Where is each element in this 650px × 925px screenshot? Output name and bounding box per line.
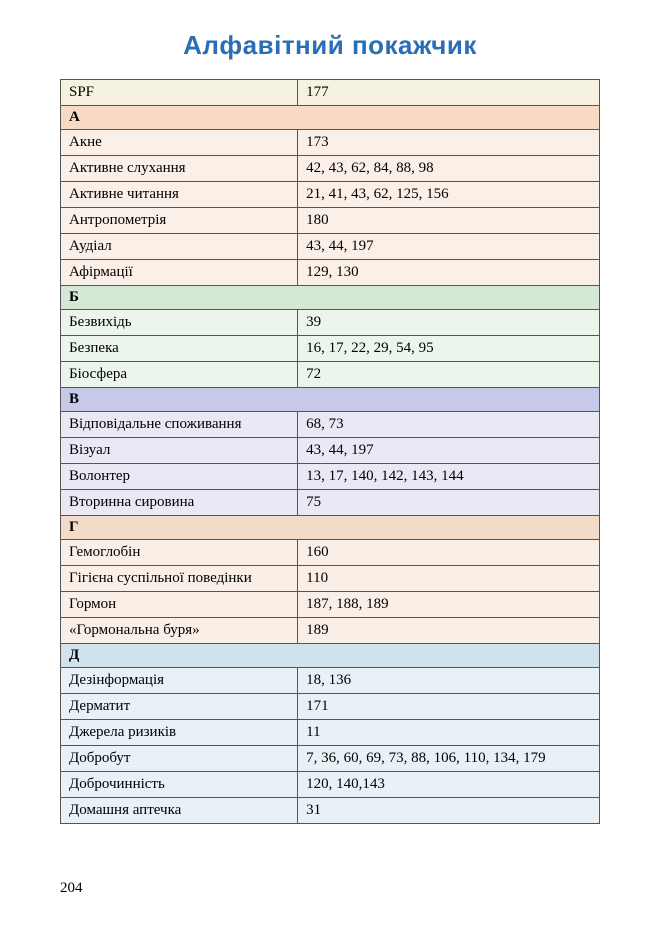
index-pages: 7, 36, 60, 69, 73, 88, 106, 110, 134, 17… [298,746,600,772]
section-letter: А [61,106,600,130]
index-pages: 75 [298,490,600,516]
table-row: «Гормональна буря»189 [61,618,600,644]
table-row: Волонтер13, 17, 140, 142, 143, 144 [61,464,600,490]
index-pages: 187, 188, 189 [298,592,600,618]
index-term: Доброчинність [61,772,298,798]
table-row: Доброчинність120, 140,143 [61,772,600,798]
index-term: Аудіал [61,234,298,260]
table-row: Гемоглобін160 [61,540,600,566]
index-term: Добробут [61,746,298,772]
index-term: Гормон [61,592,298,618]
table-row: Вторинна сировина75 [61,490,600,516]
index-pages: 13, 17, 140, 142, 143, 144 [298,464,600,490]
index-pages: 11 [298,720,600,746]
index-pages: 129, 130 [298,260,600,286]
section-header-row: В [61,388,600,412]
index-pages: 72 [298,362,600,388]
index-term: Домашня аптечка [61,798,298,824]
section-header-row: Б [61,286,600,310]
table-row: Безвихідь39 [61,310,600,336]
table-row: Дезінформація18, 136 [61,668,600,694]
index-term: Дерматит [61,694,298,720]
section-header-row: А [61,106,600,130]
table-row: Активне слухання42, 43, 62, 84, 88, 98 [61,156,600,182]
table-row: Безпека16, 17, 22, 29, 54, 95 [61,336,600,362]
table-row: Антропометрія180 [61,208,600,234]
table-row: Джерела ризиків11 [61,720,600,746]
index-term: Афірмації [61,260,298,286]
index-term: Активне слухання [61,156,298,182]
index-pages: 171 [298,694,600,720]
index-pages: 110 [298,566,600,592]
index-term: Волонтер [61,464,298,490]
index-pages: 21, 41, 43, 62, 125, 156 [298,182,600,208]
section-letter: Б [61,286,600,310]
index-term: Активне читання [61,182,298,208]
table-row: Гігієна суспільної поведінки110 [61,566,600,592]
table-row: Аудіал43, 44, 197 [61,234,600,260]
index-term: Дезінформація [61,668,298,694]
page-number: 204 [60,880,83,897]
index-term: «Гормональна буря» [61,618,298,644]
index-pages: 39 [298,310,600,336]
index-term: Відповідальне споживання [61,412,298,438]
index-term: Джерела ризиків [61,720,298,746]
index-pages: 173 [298,130,600,156]
index-pages: 68, 73 [298,412,600,438]
index-pages: 16, 17, 22, 29, 54, 95 [298,336,600,362]
index-pages: 160 [298,540,600,566]
index-term: Антропометрія [61,208,298,234]
index-term: Біосфера [61,362,298,388]
index-pages: 42, 43, 62, 84, 88, 98 [298,156,600,182]
table-row: Біосфера72 [61,362,600,388]
index-pages: 43, 44, 197 [298,438,600,464]
index-term: Безвихідь [61,310,298,336]
index-pages: 18, 136 [298,668,600,694]
index-term: Візуал [61,438,298,464]
table-row: Добробут7, 36, 60, 69, 73, 88, 106, 110,… [61,746,600,772]
index-term: SPF [61,80,298,106]
index-table: SPF177ААкне173Активне слухання42, 43, 62… [60,79,600,824]
index-term: Гігієна суспільної поведінки [61,566,298,592]
index-pages: 43, 44, 197 [298,234,600,260]
index-term: Гемоглобін [61,540,298,566]
section-letter: В [61,388,600,412]
table-row: Акне173 [61,130,600,156]
index-pages: 177 [298,80,600,106]
table-row: Афірмації129, 130 [61,260,600,286]
table-row: Відповідальне споживання68, 73 [61,412,600,438]
section-letter: Д [61,644,600,668]
table-row: SPF177 [61,80,600,106]
table-row: Дерматит171 [61,694,600,720]
table-row: Гормон187, 188, 189 [61,592,600,618]
index-pages: 189 [298,618,600,644]
index-term: Безпека [61,336,298,362]
section-letter: Г [61,516,600,540]
index-pages: 31 [298,798,600,824]
section-header-row: Г [61,516,600,540]
page-title: Алфавітний покажчик [60,30,600,61]
index-pages: 180 [298,208,600,234]
index-pages: 120, 140,143 [298,772,600,798]
index-term: Вторинна сировина [61,490,298,516]
table-row: Активне читання21, 41, 43, 62, 125, 156 [61,182,600,208]
table-row: Візуал43, 44, 197 [61,438,600,464]
table-row: Домашня аптечка31 [61,798,600,824]
section-header-row: Д [61,644,600,668]
index-term: Акне [61,130,298,156]
